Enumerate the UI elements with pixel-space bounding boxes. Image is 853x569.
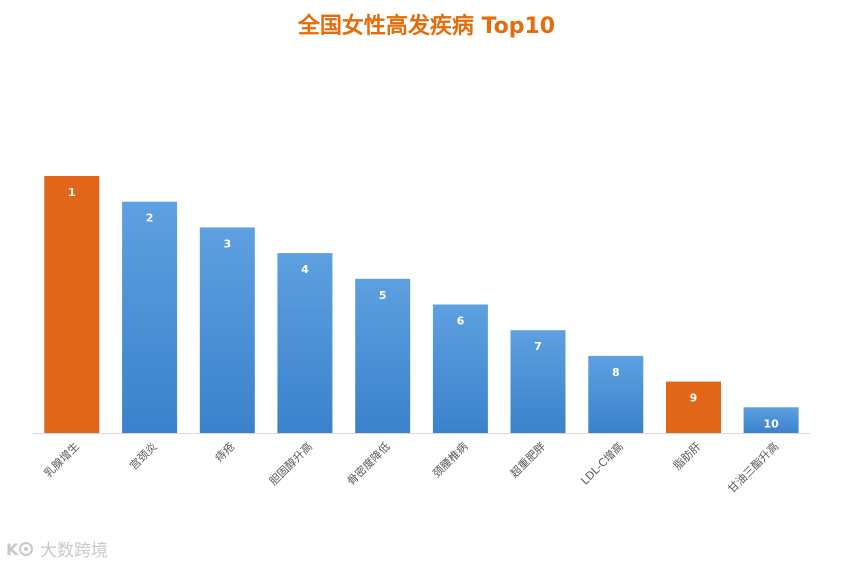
x-tick-label-9: 脂肪肝 bbox=[670, 439, 703, 472]
x-tick-label-6: 颈腰椎病 bbox=[430, 439, 471, 480]
bar-10 bbox=[743, 407, 799, 433]
data-label-7: 7 bbox=[534, 340, 542, 353]
data-label-10: 10 bbox=[763, 417, 779, 430]
data-label-5: 5 bbox=[379, 289, 387, 302]
bar-2 bbox=[122, 201, 178, 433]
x-tick-label-2: 宫颈炎 bbox=[126, 439, 159, 472]
bars-layer: 1 2 3 4 5 6 7 8 9 10 bbox=[44, 176, 799, 433]
bar-7 bbox=[510, 330, 566, 433]
x-tick-label-1: 乳腺增生 bbox=[41, 439, 82, 480]
x-tick-label-3: 痔疮 bbox=[212, 439, 237, 464]
bar-4 bbox=[277, 253, 333, 433]
data-label-6: 6 bbox=[457, 315, 465, 328]
watermark-text: 大数跨境 bbox=[40, 541, 108, 561]
x-tick-label-4: 胆固醇升高 bbox=[266, 439, 315, 488]
x-tick-label-10: 甘油三酯升高 bbox=[725, 439, 782, 496]
data-label-4: 4 bbox=[301, 263, 309, 276]
bar-3 bbox=[199, 227, 255, 433]
bar-9 bbox=[666, 381, 721, 433]
data-label-3: 3 bbox=[223, 237, 231, 250]
x-tick-label-8: LDL-C增高 bbox=[578, 439, 626, 487]
x-tick-label-7: 超重肥胖 bbox=[507, 439, 548, 480]
data-label-2: 2 bbox=[146, 212, 154, 225]
data-label-9: 9 bbox=[690, 392, 698, 405]
svg-text:K: K bbox=[6, 540, 19, 559]
watermark: K 大数跨境 bbox=[6, 536, 108, 562]
bar-6 bbox=[432, 304, 488, 433]
x-tick-label-5: 骨密度降低 bbox=[344, 439, 393, 488]
chart-title: 全国女性高发疾病 Top10 bbox=[297, 14, 556, 39]
bar-1 bbox=[44, 176, 100, 433]
logo-mark-icon: K bbox=[6, 538, 36, 560]
data-label-1: 1 bbox=[68, 186, 76, 199]
data-label-8: 8 bbox=[612, 366, 620, 379]
bar-8 bbox=[588, 355, 644, 433]
bar-5 bbox=[355, 278, 411, 433]
tick-labels-layer: 乳腺增生 宫颈炎 痔疮 胆固醇升高 骨密度降低 颈腰椎病 超重肥胖 LDL-C增高 脂肪肝 甘油三… bbox=[41, 439, 781, 496]
